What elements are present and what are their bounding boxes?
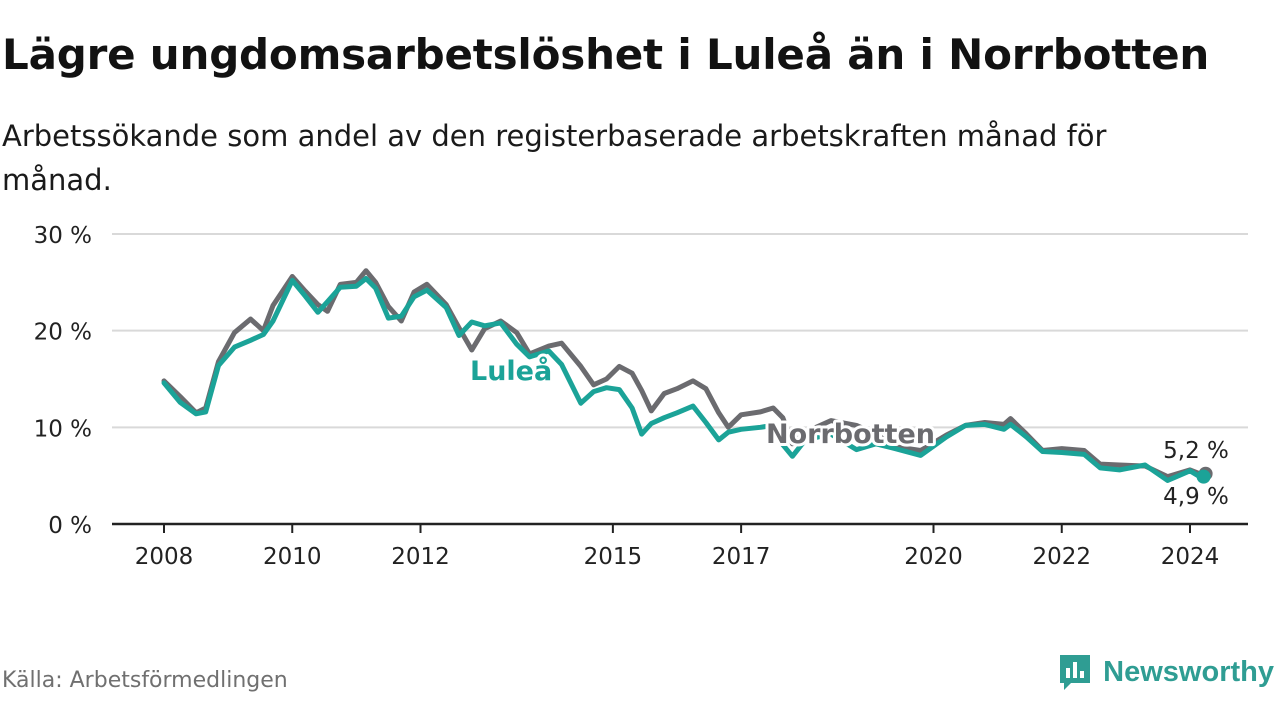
x-tick-label: 2020	[904, 544, 963, 570]
chart-subtitle: Arbetssökande som andel av den registerb…	[2, 119, 1107, 197]
series-label-lulea: Luleå	[470, 355, 552, 387]
x-tick-label: 2012	[391, 544, 450, 570]
x-tick-label: 2017	[712, 544, 771, 570]
series-layer	[161, 268, 1213, 484]
series-line-lulea	[161, 276, 1203, 483]
brand-logo[interactable]: Newsworthy	[1057, 652, 1274, 692]
end-value-label-lulea: 4,9 %	[1163, 484, 1229, 510]
label-layer: 0 % 10 % 20 % 30 % 2008 2010 2012 2015 2017 2020 2…	[34, 223, 1232, 570]
source-note: Källa: Arbetsförmedlingen	[2, 668, 288, 693]
series-line-norrbotten	[161, 268, 1212, 480]
y-tick-label: 20 %	[34, 320, 92, 346]
x-tick-label: 2015	[584, 544, 643, 570]
end-dot-lulea	[1196, 469, 1211, 484]
y-tick-label: 10 %	[34, 416, 92, 442]
y-tick-label: 30 %	[34, 223, 92, 249]
x-tick-label: 2010	[263, 544, 322, 570]
grid-layer	[112, 233, 1248, 533]
x-tick-label: 2024	[1161, 544, 1220, 570]
brand-name: Newsworthy	[1103, 655, 1274, 688]
x-tick-label: 2022	[1032, 544, 1091, 570]
chart-title: Lägre ungdomsarbetslöshet i Luleå än i N…	[2, 30, 1210, 79]
y-tick-label: 0 %	[48, 513, 92, 539]
newsworthy-logo-icon	[1060, 655, 1091, 690]
series-label-norrbotten: Norrbotten	[766, 419, 935, 450]
x-tick-label: 2008	[135, 544, 194, 570]
end-value-label-norrbotten: 5,2 %	[1163, 438, 1229, 464]
